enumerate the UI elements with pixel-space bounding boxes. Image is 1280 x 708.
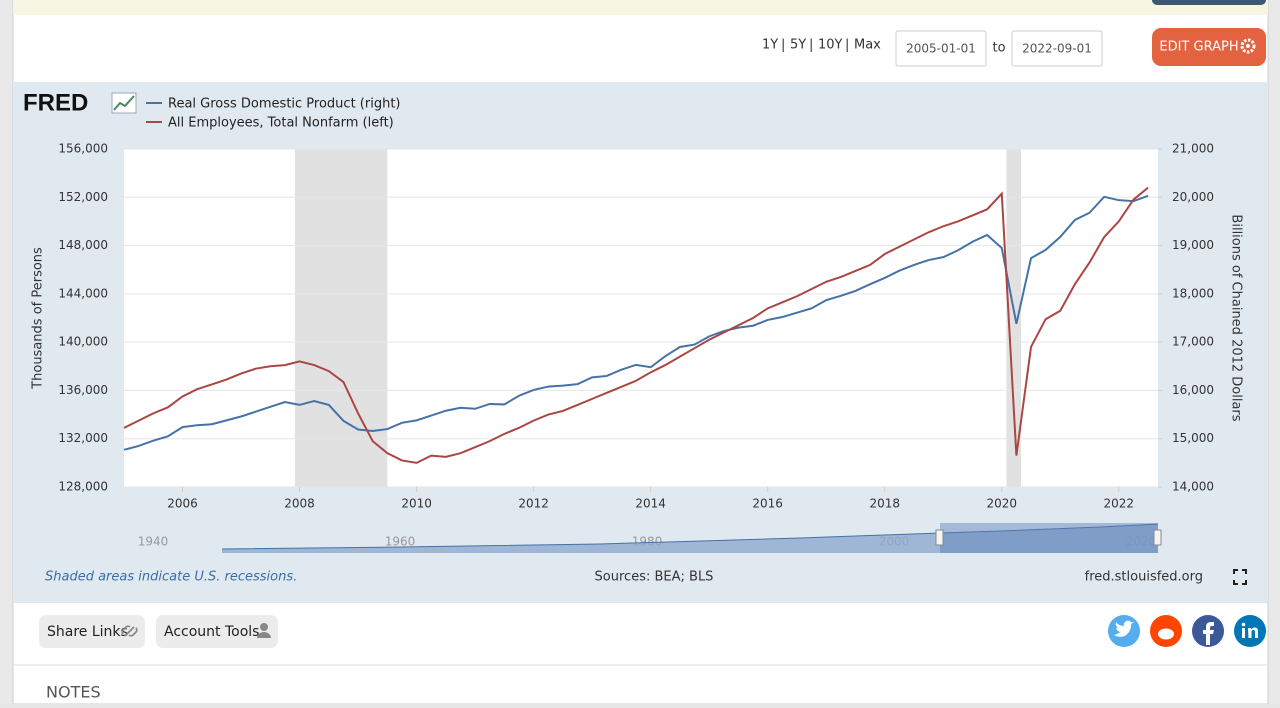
x-tick-label: 2018 bbox=[869, 497, 900, 511]
sources: Sources: BEA; BLS bbox=[595, 570, 714, 585]
edit-graph-button[interactable] bbox=[1152, 28, 1266, 66]
navigator-label: 1940 bbox=[138, 535, 169, 549]
facebook-glyph bbox=[1203, 622, 1214, 645]
account-tools-button[interactable] bbox=[156, 615, 278, 648]
y2-tick-label: 20,000 bbox=[1172, 190, 1214, 204]
site-link[interactable]: fred.stlouisfed.org bbox=[1085, 570, 1203, 585]
logo-icon bbox=[111, 92, 137, 114]
y2-tick-label: 14,000 bbox=[1172, 480, 1214, 494]
y2-tick-label: 16,000 bbox=[1172, 383, 1214, 397]
y-tick-label: 144,000 bbox=[58, 286, 108, 300]
y-axis-title: Thousands of Persons bbox=[31, 247, 46, 390]
navigator-series bbox=[222, 524, 1158, 553]
navigator-selection[interactable] bbox=[940, 523, 1158, 553]
series-line bbox=[123, 194, 1149, 451]
y-tick-label: 152,000 bbox=[58, 190, 108, 204]
recession-shade bbox=[1006, 149, 1022, 487]
navigator-handle[interactable] bbox=[935, 529, 944, 546]
gear-icon bbox=[1240, 38, 1256, 54]
y-tick-label: 140,000 bbox=[58, 335, 108, 349]
navigator: 1940 1960 1980 2000 2020 bbox=[124, 523, 1162, 553]
range-selector: 1Y | 5Y | 10Y | Max bbox=[762, 38, 881, 53]
share-links-label: Share Links bbox=[47, 624, 128, 640]
y-tick-label: 156,000 bbox=[58, 142, 108, 156]
linkedin-glyph bbox=[1241, 622, 1258, 638]
plot-layer: 128,000 132,000 136,000 140,000 144,000 148,0… bbox=[31, 142, 1244, 511]
x-tick-label: 2016 bbox=[752, 497, 783, 511]
legend-label: Real Gross Domestic Product (right) bbox=[168, 97, 401, 112]
start-date: 2005-01-01 bbox=[906, 42, 976, 56]
x-tick-label: 2006 bbox=[167, 497, 198, 511]
y2-tick-label: 15,000 bbox=[1172, 431, 1214, 445]
edit-graph-label: EDIT GRAPH bbox=[1159, 40, 1238, 55]
recession-shade bbox=[294, 149, 388, 487]
x-tick-label: 2020 bbox=[986, 497, 1017, 511]
date-separator: to bbox=[992, 41, 1005, 56]
y2-tick-label: 17,000 bbox=[1172, 335, 1214, 349]
x-tick-label: 2008 bbox=[284, 497, 315, 511]
top-button bbox=[1152, 0, 1266, 5]
end-date: 2022-09-01 bbox=[1022, 42, 1092, 56]
y2-tick-label: 21,000 bbox=[1172, 142, 1214, 156]
y2-tick-label: 19,000 bbox=[1172, 238, 1214, 252]
link-icon bbox=[121, 625, 138, 637]
reddit-glyph bbox=[1158, 628, 1174, 640]
y2-axis-title: Billions of Chained 2012 Dollars bbox=[1229, 214, 1244, 421]
user-icon bbox=[257, 623, 271, 638]
range-10y[interactable]: 10Y bbox=[818, 38, 843, 53]
start-date-input[interactable] bbox=[895, 30, 987, 67]
range-max[interactable]: Max bbox=[854, 38, 881, 53]
separator: | bbox=[845, 38, 849, 53]
x-tick-label: 2012 bbox=[518, 497, 549, 511]
x-tick-label: 2014 bbox=[635, 497, 666, 511]
separator: | bbox=[809, 38, 813, 53]
y-tick-label: 148,000 bbox=[58, 238, 108, 252]
series-line bbox=[123, 186, 1149, 464]
y2-tick-label: 18,000 bbox=[1172, 286, 1214, 300]
x-tick-label: 2010 bbox=[401, 497, 432, 511]
account-tools-label: Account Tools bbox=[164, 624, 259, 640]
fullscreen-icon[interactable] bbox=[1233, 569, 1247, 585]
x-tick-label: 2022 bbox=[1104, 497, 1135, 511]
separator: | bbox=[781, 38, 785, 53]
share-links-button[interactable] bbox=[39, 615, 145, 648]
range-5y[interactable]: 5Y bbox=[790, 38, 806, 53]
y-tick-label: 128,000 bbox=[58, 480, 108, 494]
end-date-input[interactable] bbox=[1011, 30, 1103, 67]
fred-logo: FRED bbox=[23, 89, 88, 116]
range-1y[interactable]: 1Y bbox=[762, 38, 778, 53]
y-tick-label: 136,000 bbox=[58, 383, 108, 397]
y-tick-label: 132,000 bbox=[58, 431, 108, 445]
notice-strip bbox=[13, 0, 1268, 15]
twitter-glyph bbox=[1114, 620, 1134, 637]
notes-heading: NOTES bbox=[46, 683, 101, 702]
navigator-handle[interactable] bbox=[1153, 529, 1162, 546]
recession-note[interactable]: Shaded areas indicate U.S. recessions. bbox=[45, 570, 297, 585]
legend-label: All Employees, Total Nonfarm (left) bbox=[168, 116, 394, 131]
navigator-label: 1960 bbox=[385, 535, 416, 549]
navigator-line bbox=[221, 523, 1159, 550]
